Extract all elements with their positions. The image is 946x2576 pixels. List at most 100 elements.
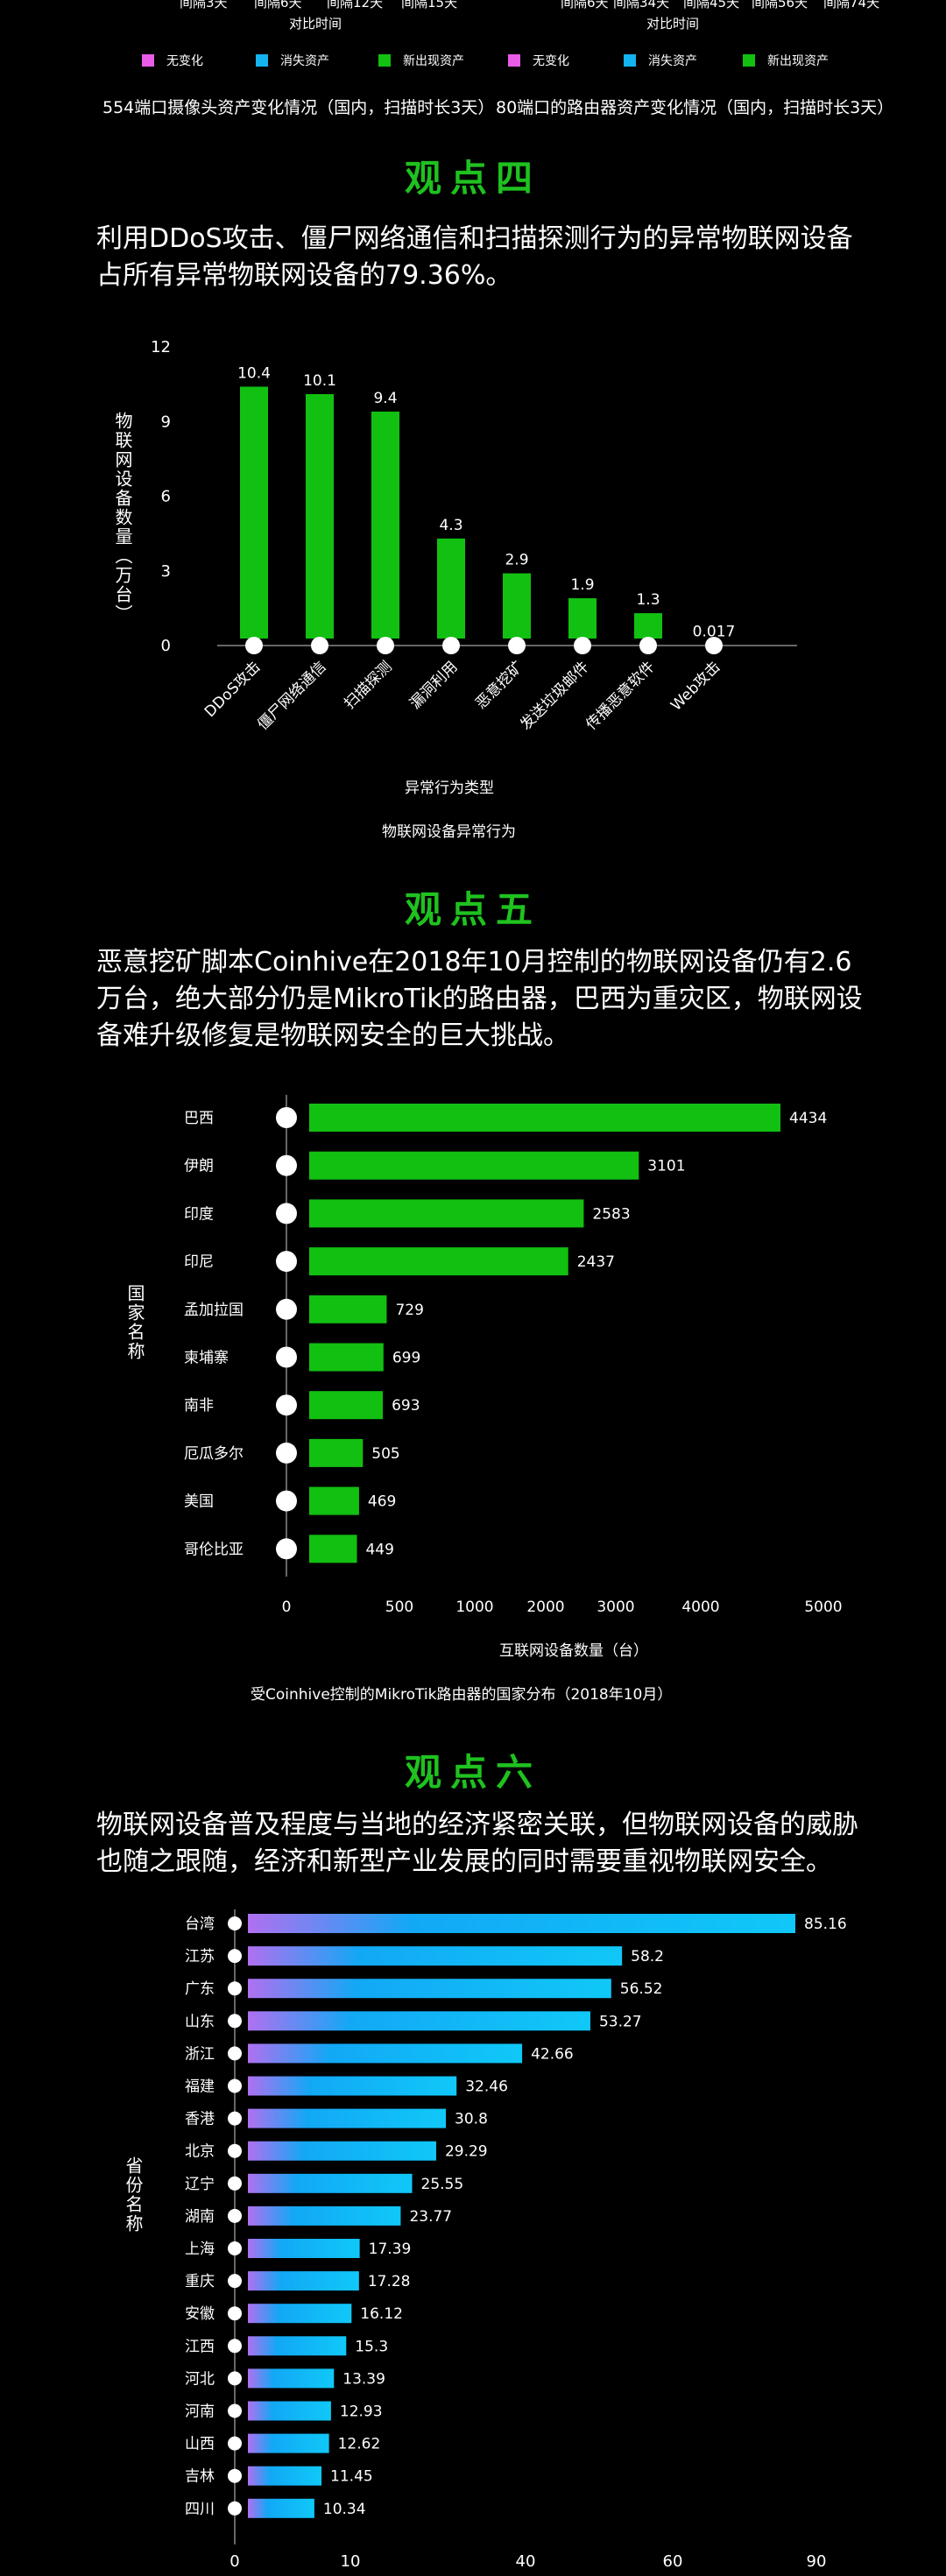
bar-value-label: 1.3	[636, 591, 660, 609]
x-tick-label: 扫描探测	[341, 658, 395, 712]
bar-value-label: 23.77	[409, 2208, 452, 2226]
axis-title: 对比时间	[289, 16, 342, 32]
axis-marker	[228, 2176, 242, 2191]
bar-value-label: 729	[395, 1302, 423, 1319]
y-tick-label: 河北	[185, 2370, 215, 2388]
bar-value-label: 16.12	[360, 2305, 403, 2323]
y-tick-label: 湖南	[185, 2208, 215, 2226]
bar	[309, 1247, 568, 1276]
y-tick-label: 3	[161, 562, 171, 581]
axis-marker	[442, 637, 460, 654]
y-tick-label: 巴西	[184, 1110, 214, 1127]
legend-label: 无变化	[533, 54, 569, 68]
y-tick-label: 江西	[185, 2338, 215, 2355]
x-tick-label: 2000	[526, 1599, 564, 1616]
bar-value-label: 505	[371, 1445, 399, 1463]
chart1-xlabel: 异常行为类型	[405, 780, 494, 797]
cut-tick-label: 间隔12天	[327, 0, 384, 11]
legend-label: 消失资产	[280, 54, 329, 68]
bar-value-label: 10.34	[323, 2501, 366, 2518]
bar-value-label: 0.017	[693, 624, 736, 641]
axis-marker	[228, 2371, 242, 2386]
cut-tick-label: 间隔3天	[180, 0, 228, 11]
bar-value-label: 2583	[592, 1205, 630, 1223]
bar	[248, 2205, 401, 2226]
chart-caption: 554端口摄像头资产变化情况（国内，扫描时长3天）	[102, 98, 495, 117]
chart-caption: 80端口的路由器资产变化情况（国内，扫描时长3天）	[496, 98, 894, 117]
bar	[248, 1979, 611, 1999]
y-tick-label: 美国	[184, 1493, 214, 1511]
cut-tick-label: 间隔74天	[823, 0, 880, 11]
y-tick-label: 四川	[185, 2501, 215, 2518]
bar	[248, 1946, 623, 1966]
bar	[309, 1486, 359, 1515]
y-tick-label: 北京	[185, 2143, 215, 2161]
legend-swatch	[624, 54, 636, 67]
x-tick-label: 10	[341, 2552, 361, 2571]
axis-marker	[276, 1203, 297, 1224]
bar	[309, 1199, 584, 1228]
x-tick-label: 漏洞利用	[406, 658, 461, 712]
bar-value-label: 30.8	[455, 2111, 488, 2128]
bar	[248, 1914, 795, 1933]
y-tick-label: 山东	[185, 2013, 215, 2030]
bar-value-label: 693	[392, 1397, 420, 1415]
axis-marker	[276, 1154, 297, 1176]
section-title: 观点五	[404, 888, 541, 931]
bar	[248, 2271, 359, 2291]
axis-marker	[228, 2208, 242, 2223]
x-tick-label: 60	[663, 2552, 683, 2571]
y-tick-label: 江苏	[185, 1948, 215, 1966]
bar-value-label: 17.39	[369, 2241, 412, 2258]
chart1-title: 物联网设备异常行为	[382, 823, 516, 841]
x-tick-label: 恶意挖矿	[472, 658, 526, 712]
axis-marker	[228, 2501, 242, 2516]
bar	[248, 2076, 457, 2096]
axis-marker	[276, 1442, 297, 1464]
axis-marker	[228, 2339, 242, 2354]
section-title: 观点六	[404, 1751, 541, 1794]
legend-swatch	[256, 54, 268, 67]
bar-value-label: 56.52	[620, 1980, 663, 1998]
axis-marker	[508, 637, 526, 654]
bar	[248, 2043, 523, 2064]
y-tick-label: 山西	[185, 2436, 215, 2453]
x-tick-label: 90	[807, 2552, 827, 2571]
bar	[248, 2336, 347, 2356]
y-tick-label: 重庆	[185, 2273, 215, 2290]
chart-anomaly-behavior: 物联网设备数量（万台） 0 3 6 9 12 10.4 DDoS攻击 10.1 僵尸网络通信 9.…	[0, 315, 946, 876]
x-tick-label: 500	[385, 1599, 413, 1616]
axis-marker	[228, 2078, 242, 2093]
bar	[309, 1295, 387, 1323]
axis-marker	[228, 2468, 242, 2483]
bar-value-label: 25.55	[421, 2176, 464, 2193]
axis-title: 对比时间	[646, 16, 700, 32]
y-tick-label: 安徽	[185, 2305, 215, 2323]
bar	[240, 386, 268, 639]
axis-marker	[276, 1298, 297, 1320]
bar-value-label: 12.62	[338, 2436, 381, 2453]
y-tick-label: 柬埔寨	[184, 1350, 229, 1367]
bar	[309, 1104, 780, 1132]
y-tick-label: 吉林	[185, 2468, 215, 2486]
axis-marker	[228, 2274, 242, 2289]
y-tick-label: 辽宁	[185, 2176, 215, 2193]
x-tick-label: 4000	[681, 1599, 719, 1616]
x-tick-label: DDoS攻击	[201, 658, 265, 721]
x-tick-label: 发送垃圾邮件	[517, 658, 592, 733]
section-text: 恶意挖矿脚本Coinhive在2018年10月控制的物联网设备仍有2.6万台，绝…	[96, 947, 863, 1051]
x-tick-label: 僵尸网络通信	[254, 658, 329, 733]
axis-marker	[228, 2111, 242, 2126]
y-tick-label: 南非	[184, 1397, 214, 1415]
bar	[248, 2433, 329, 2453]
x-tick-label: 0	[229, 2552, 239, 2571]
x-tick-label: 3000	[597, 1599, 634, 1616]
axis-marker	[228, 2306, 242, 2321]
legend-label: 新出现资产	[403, 54, 464, 68]
bar	[309, 1535, 357, 1563]
axis-marker	[228, 1916, 242, 1930]
cut-tick-label: 间隔6天	[561, 0, 609, 11]
y-tick-label: 印尼	[184, 1253, 214, 1271]
axis-marker	[705, 637, 723, 654]
section-text: 利用DDoS攻击、僵尸网络通信和扫描探测行为的异常物联网设备占所有异常物联网设备…	[96, 223, 853, 291]
